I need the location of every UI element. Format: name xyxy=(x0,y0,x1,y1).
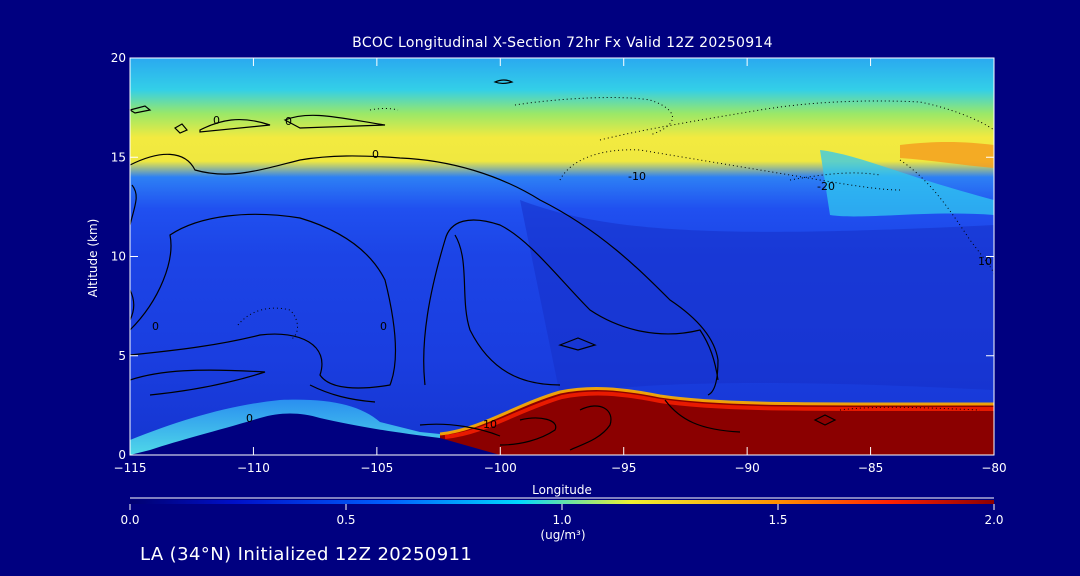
plume-edge-red xyxy=(444,391,995,439)
contour-label: 0 xyxy=(380,320,387,333)
contour-label: 0 xyxy=(285,115,292,128)
y-axis-label: Altitude (km) xyxy=(86,219,100,298)
colorbar-tick-label: 1.0 xyxy=(552,513,571,527)
upper-plume-region xyxy=(820,150,994,217)
x-tick-label: −95 xyxy=(611,461,636,475)
dotted-contours xyxy=(237,97,995,411)
x-tick-label: −100 xyxy=(484,461,517,475)
contour-label: 0 xyxy=(213,114,220,127)
x-tick-label: −85 xyxy=(858,461,883,475)
y-tick-label: 15 xyxy=(111,150,126,164)
colorbar xyxy=(130,500,994,504)
low-concentration-region xyxy=(520,200,994,395)
contour-label: 0 xyxy=(246,412,253,425)
x-tick-label: −90 xyxy=(734,461,759,475)
chart-title: BCOC Longitudinal X-Section 72hr Fx Vali… xyxy=(352,35,773,51)
x-tick-label: −105 xyxy=(360,461,393,475)
plume-edge xyxy=(439,387,995,436)
x-axis-label: Longitude xyxy=(532,483,592,497)
x-tick-label: −115 xyxy=(114,461,147,475)
colorbar-ticks: 0.0 0.5 1.0 1.5 2.0 xyxy=(120,504,1004,527)
x-tick-label: −80 xyxy=(981,461,1006,475)
colorbar-tick-label: 0.5 xyxy=(336,513,355,527)
colorbar-tick-label: 2.0 xyxy=(984,513,1003,527)
contour-label: 10 xyxy=(978,255,992,268)
colorbar-unit: (ug/m³) xyxy=(540,528,586,542)
upper-high-band xyxy=(900,141,994,168)
terrain xyxy=(130,413,500,455)
y-tick-label: 10 xyxy=(111,250,126,264)
contour-label: 10 xyxy=(483,418,497,431)
x-axis: −115 −110 −105 −100 −95 −90 −85 −80 xyxy=(114,58,1007,475)
contour-label: -20 xyxy=(817,180,835,193)
y-tick-label: 20 xyxy=(111,51,126,65)
contour-lines xyxy=(128,79,837,451)
contour-label: -10 xyxy=(628,170,646,183)
y-tick-label: 5 xyxy=(118,349,126,363)
colorbar-tick-label: 0.0 xyxy=(120,513,139,527)
x-tick-label: −110 xyxy=(237,461,270,475)
y-tick-label: 0 xyxy=(118,448,126,462)
contour-label: 0 xyxy=(372,148,379,161)
colorbar-tick-label: 1.5 xyxy=(768,513,787,527)
y-axis: 0 5 10 15 20 xyxy=(111,51,994,462)
initialization-caption: LA (34°N) Initialized 12Z 20250911 xyxy=(140,544,473,565)
contour-label: 0 xyxy=(152,320,159,333)
contour-label-group: 0 0 0 0 0 0 10 -10 -20 10 xyxy=(152,114,992,431)
